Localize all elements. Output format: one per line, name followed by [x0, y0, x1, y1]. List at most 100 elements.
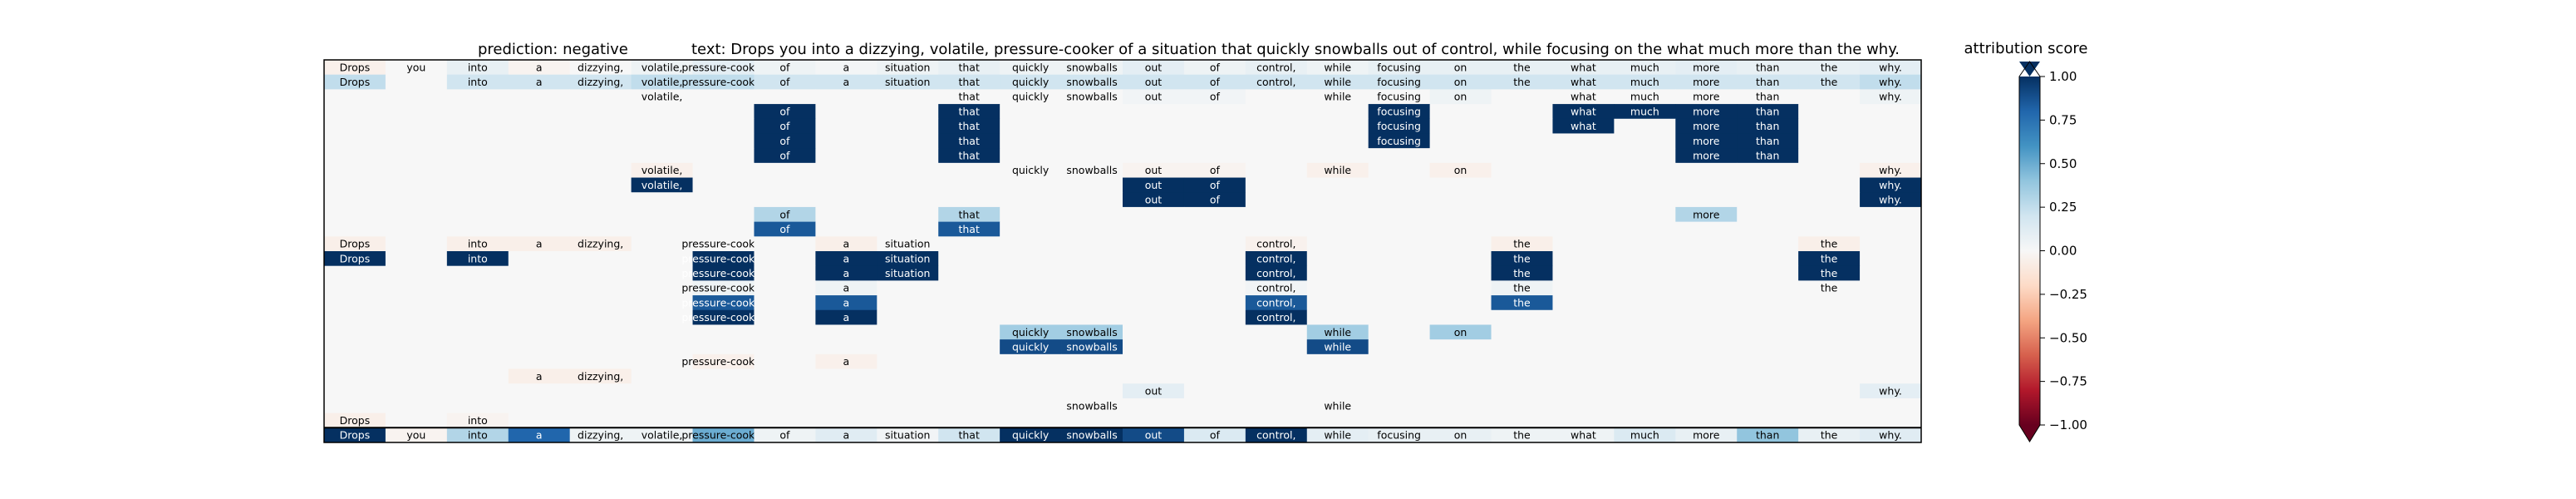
- heatmap-cell: [569, 427, 632, 443]
- heatmap-cell: [1860, 368, 1922, 384]
- heatmap-cell: [1614, 368, 1676, 384]
- heatmap-cell: [1737, 280, 1799, 296]
- token-label: what: [1571, 91, 1596, 103]
- heatmap-cell: [1860, 353, 1922, 369]
- heatmap-cell: [1675, 265, 1738, 281]
- heatmap-cell: [1798, 177, 1861, 193]
- heatmap-cell: [1245, 251, 1308, 267]
- heatmap-cell: [385, 280, 448, 296]
- heatmap-cell: [569, 280, 632, 296]
- token-label: of: [1210, 61, 1221, 73]
- token-label: of: [1210, 76, 1221, 88]
- token-label: you: [406, 61, 425, 73]
- heatmap-cell: [1860, 206, 1922, 223]
- heatmap-cell: [324, 192, 386, 208]
- heatmap-cell: [815, 236, 878, 252]
- heatmap-cell: [1860, 383, 1922, 399]
- heatmap-cell: [631, 265, 693, 281]
- heatmap-cell: [1061, 192, 1123, 208]
- heatmap-cell: [1245, 148, 1308, 164]
- heatmap-cell: [1860, 148, 1922, 164]
- text-title: text: Drops you into a dizzying, volatil…: [691, 41, 1900, 58]
- heatmap-cell: [938, 309, 1000, 325]
- heatmap-cell: [508, 104, 571, 120]
- token-label: Drops: [340, 238, 371, 250]
- heatmap-cell: [692, 427, 755, 443]
- heatmap-cell: [1552, 60, 1615, 76]
- heatmap-cell: [1123, 206, 1185, 223]
- heatmap-cell: [1552, 162, 1615, 178]
- heatmap-cell: [1183, 89, 1246, 105]
- heatmap-cell: [1675, 236, 1738, 252]
- token-label: into: [468, 238, 488, 250]
- heatmap-cell: [1061, 104, 1123, 120]
- heatmap-cell: [1491, 148, 1553, 164]
- token-label: dizzying,: [578, 429, 623, 442]
- heatmap-cell: [1737, 265, 1799, 281]
- heatmap-cell: [1245, 265, 1308, 281]
- token-label: while: [1324, 164, 1351, 176]
- heatmap-cell: [754, 413, 816, 428]
- token-label: of: [1210, 429, 1221, 442]
- heatmap-cell: [385, 192, 448, 208]
- token-label: than: [1756, 91, 1779, 103]
- heatmap-cell: [1000, 60, 1062, 76]
- heatmap-cell: [446, 295, 509, 311]
- token-label: on: [1454, 61, 1467, 73]
- token-label: focusing: [1377, 105, 1421, 117]
- heatmap-cell: [1123, 265, 1185, 281]
- heatmap-cell: [1245, 398, 1308, 414]
- token-label: the: [1513, 429, 1531, 442]
- heatmap-cell: [1245, 192, 1308, 208]
- heatmap-cell: [1675, 280, 1738, 296]
- heatmap-cell: [1183, 427, 1246, 443]
- heatmap-cell: [1000, 133, 1062, 149]
- heatmap-cell: [877, 221, 939, 237]
- token-label: Drops: [340, 252, 371, 264]
- heatmap-cell: [877, 133, 939, 149]
- heatmap-cell: [1123, 383, 1185, 399]
- heatmap-cell: [815, 413, 878, 428]
- token-label: that: [958, 223, 979, 235]
- heatmap-cell: [324, 177, 386, 193]
- heatmap-cell: [815, 177, 878, 193]
- heatmap-cell: [446, 221, 509, 237]
- heatmap-cell: [569, 353, 632, 369]
- heatmap-cell: [1245, 177, 1308, 193]
- token-label: the: [1821, 252, 1838, 264]
- heatmap-cell: [1552, 398, 1615, 414]
- heatmap-cell: [446, 339, 509, 355]
- heatmap-cell: [1614, 104, 1676, 120]
- token-label: quickly: [1012, 76, 1050, 88]
- heatmap-cell: [1306, 236, 1369, 252]
- heatmap-cell: [508, 368, 571, 384]
- heatmap-cell: [1123, 221, 1185, 237]
- heatmap-cell: [1061, 133, 1123, 149]
- heatmap-cell: [569, 133, 632, 149]
- heatmap-cell: [1000, 162, 1062, 178]
- token-label: on: [1454, 91, 1467, 103]
- heatmap-cell: [692, 398, 755, 414]
- heatmap-cell: [1491, 295, 1553, 311]
- heatmap-cell: [1000, 148, 1062, 164]
- token-label: that: [958, 429, 979, 442]
- token-label: the: [1821, 238, 1838, 250]
- heatmap-cell: [446, 192, 509, 208]
- token-label: more: [1693, 105, 1720, 117]
- token-label: quickly: [1012, 164, 1050, 176]
- token-label: focusing: [1377, 429, 1421, 442]
- heatmap-cell: [1737, 118, 1799, 134]
- token-label: control,: [1256, 252, 1295, 264]
- heatmap-cell: [446, 148, 509, 164]
- heatmap-cell: [1675, 368, 1738, 384]
- heatmap-cell: [631, 280, 693, 296]
- token-label: why.: [1879, 385, 1902, 398]
- heatmap-cell: [1429, 309, 1492, 325]
- heatmap-cell: [1552, 221, 1615, 237]
- heatmap-cell: [1306, 104, 1369, 120]
- token-label: a: [536, 61, 543, 73]
- heatmap-cell: [569, 177, 632, 193]
- token-label: what: [1571, 105, 1596, 117]
- heatmap-cell: [1552, 251, 1615, 267]
- heatmap-cell: [1061, 265, 1123, 281]
